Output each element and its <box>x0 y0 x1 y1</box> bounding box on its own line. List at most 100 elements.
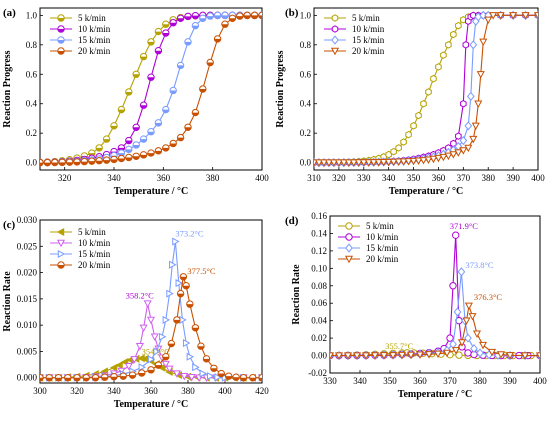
data-point <box>370 352 380 360</box>
data-point-fill <box>251 15 258 19</box>
data-point <box>469 40 478 50</box>
data-point <box>153 347 161 356</box>
data-point <box>115 361 123 370</box>
chart-panel-2: (b) 310 320 330 340 350 360 370 380 390 400 0.0 0.2 0… <box>275 7 545 197</box>
legend-label: 10 k/min <box>78 24 111 34</box>
series-line <box>314 14 538 164</box>
data-point-fill <box>155 50 162 54</box>
data-point <box>451 347 461 355</box>
x-axis-title: Temperature / °C <box>389 186 464 197</box>
legend-label: 5 k/min <box>78 13 106 23</box>
data-point <box>459 147 468 155</box>
legend-marker <box>330 47 340 56</box>
data-point <box>496 351 506 359</box>
y-tick-label: 0.2 <box>300 128 311 138</box>
x-tick-label: 390 <box>503 376 517 386</box>
data-point-fill <box>162 109 169 113</box>
peak-annotation: 355.7°C <box>385 341 414 351</box>
data-point <box>397 351 407 360</box>
data-point <box>476 71 485 79</box>
data-point <box>214 373 222 382</box>
data-point-fill <box>225 376 232 380</box>
y-tick-label: 0.6 <box>26 69 38 79</box>
series-3 <box>40 11 262 167</box>
data-point <box>454 149 463 157</box>
data-point <box>180 372 189 381</box>
peak-annotation: 377.5°C <box>187 266 216 276</box>
x-tick-label: 370 <box>457 173 471 183</box>
data-point-fill <box>236 16 243 20</box>
data-point-fill <box>199 18 206 22</box>
series-2 <box>40 11 262 167</box>
data-point <box>150 333 159 341</box>
series-2 <box>314 11 538 167</box>
data-point <box>424 156 433 164</box>
data-point-fill <box>155 31 162 35</box>
x-tick-label: 380 <box>181 386 195 396</box>
y-tick-label: 0.04 <box>311 316 327 326</box>
y-tick-label: 0.8 <box>300 40 312 50</box>
data-point <box>487 348 497 357</box>
data-point-fill <box>244 15 251 19</box>
legend-marker-fill <box>57 265 65 269</box>
data-point-fill <box>182 285 190 289</box>
y-tick-label: 0.0 <box>300 158 312 168</box>
data-point <box>359 159 368 167</box>
data-point <box>199 369 208 378</box>
data-point-fill <box>177 18 184 22</box>
data-point-fill <box>192 112 199 116</box>
data-point <box>469 135 478 144</box>
data-point <box>476 348 484 358</box>
y-tick-label: 0.010 <box>17 320 38 330</box>
legend-label: 5 k/min <box>366 221 394 231</box>
x-tick-label: 300 <box>33 386 47 396</box>
data-point <box>395 144 402 152</box>
data-point-fill <box>170 22 177 26</box>
y-axis-title: Reaction Progress <box>2 50 13 127</box>
x-tick-label: 380 <box>206 173 220 183</box>
x-tick-label: 400 <box>533 376 547 386</box>
x-tick-label: 400 <box>531 173 545 183</box>
series-1 <box>40 11 262 167</box>
data-point <box>343 352 353 360</box>
data-point-fill <box>147 41 155 46</box>
x-tick-label: 340 <box>353 376 367 386</box>
data-point-fill <box>162 24 169 28</box>
data-point-fill <box>173 319 181 324</box>
data-point-fill <box>55 377 62 381</box>
data-point-fill <box>177 137 184 141</box>
data-point <box>207 372 215 381</box>
legend-label: 5 k/min <box>352 13 380 23</box>
data-point-fill <box>125 149 132 153</box>
peak-annotation: 376.3°C <box>474 292 503 302</box>
data-point <box>479 38 488 47</box>
data-point <box>468 313 477 321</box>
data-point <box>464 302 473 311</box>
data-point <box>409 157 418 166</box>
legend-label: 15 k/min <box>366 243 399 253</box>
data-point-fill <box>133 127 140 131</box>
data-point <box>466 91 475 101</box>
data-point <box>324 159 333 167</box>
series-line <box>40 14 262 164</box>
peak-annotation: 358.2°C <box>126 291 155 301</box>
data-point <box>457 339 467 347</box>
data-point-fill <box>73 161 81 166</box>
y-tick-label: -0.02 <box>308 368 327 378</box>
y-tick-label: 0.08 <box>311 281 327 291</box>
data-point-fill <box>147 153 155 157</box>
panel-label: (a) <box>3 7 16 19</box>
data-point <box>446 334 454 342</box>
data-point-fill <box>221 24 229 28</box>
data-point <box>354 159 363 167</box>
data-point <box>410 122 417 130</box>
data-point <box>415 351 425 359</box>
data-point-fill <box>51 162 58 166</box>
data-point-fill <box>240 377 247 381</box>
data-point-fill <box>214 38 221 43</box>
series-4 <box>40 11 262 167</box>
series-line <box>314 14 538 164</box>
data-point-fill <box>210 368 218 372</box>
